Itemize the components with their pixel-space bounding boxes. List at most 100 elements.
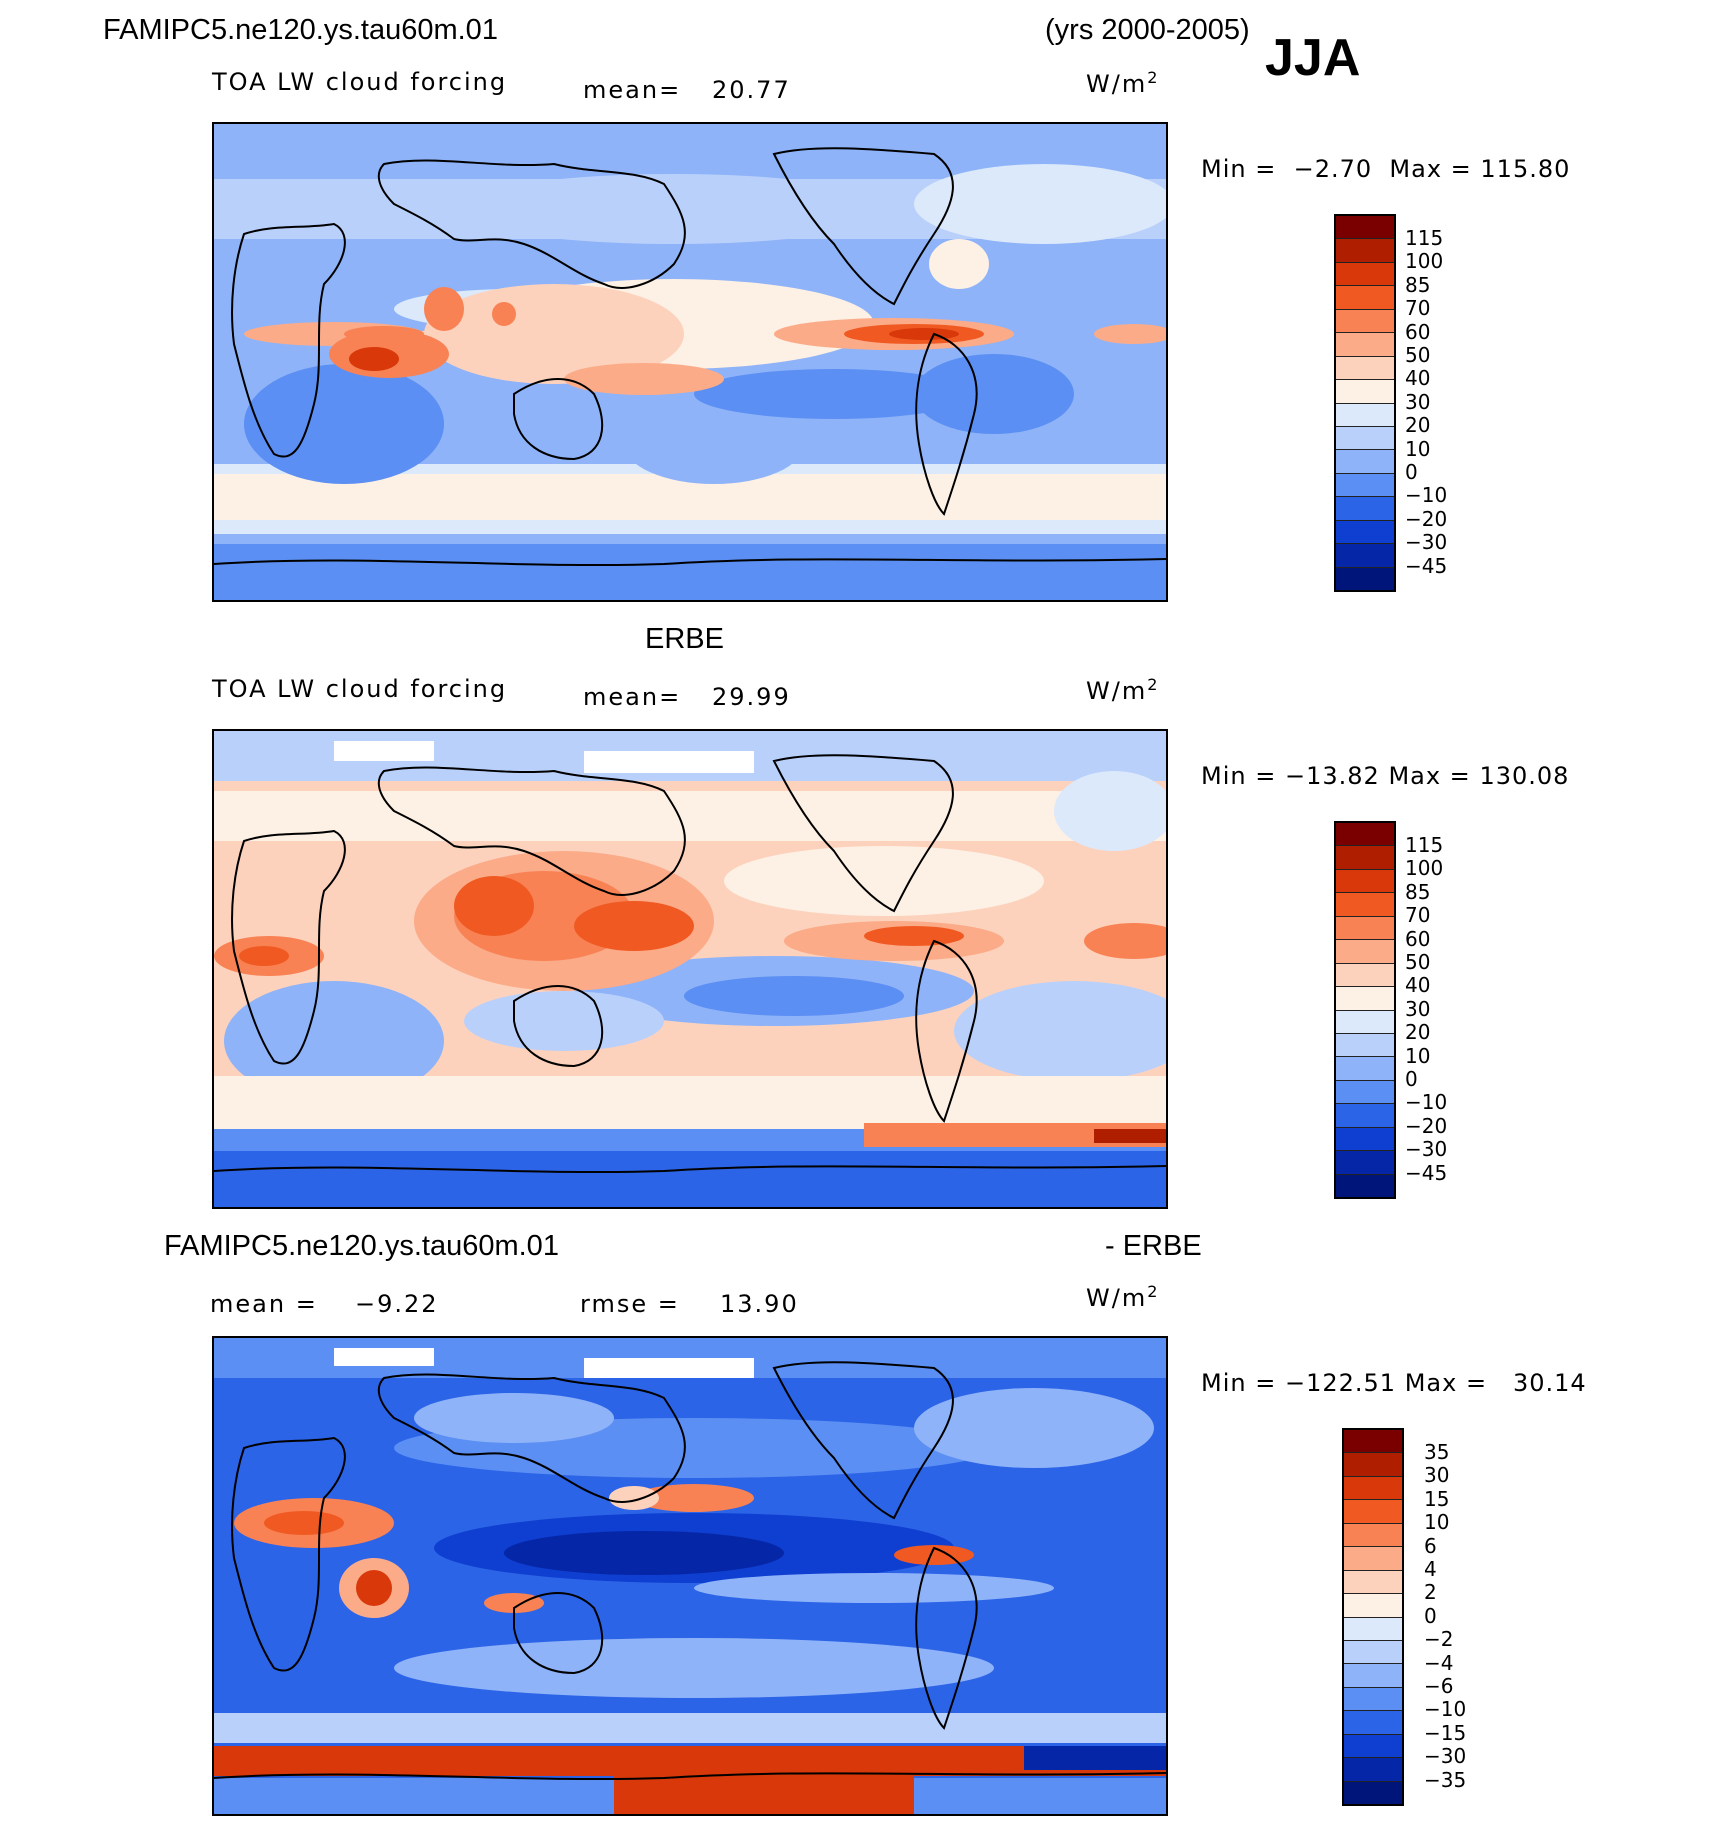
panel3-mean-value: −9.22 bbox=[355, 1290, 439, 1318]
colorbar-swatch bbox=[1336, 1033, 1394, 1058]
colorbar-swatch bbox=[1344, 1617, 1402, 1641]
colorbar-swatch bbox=[1336, 450, 1394, 474]
panel3-map bbox=[212, 1336, 1168, 1816]
colorbar-swatch bbox=[1344, 1523, 1402, 1548]
colorbar-tick-label: 2 bbox=[1424, 1580, 1437, 1605]
colorbar-tick-label: 4 bbox=[1424, 1557, 1437, 1581]
panel2-colorbar bbox=[1334, 821, 1396, 1199]
colorbar-tick-label: 50 bbox=[1405, 950, 1431, 974]
colorbar-swatch bbox=[1344, 1594, 1402, 1618]
panel1-variable: TOA LW cloud forcing bbox=[212, 68, 508, 96]
colorbar-swatch bbox=[1336, 239, 1394, 263]
colorbar-tick-label: −30 bbox=[1405, 530, 1448, 555]
colorbar-swatch bbox=[1336, 380, 1394, 404]
panel1-mean-value: 20.77 bbox=[712, 76, 791, 104]
colorbar-swatch bbox=[1336, 497, 1394, 521]
colorbar-tick-label: −10 bbox=[1424, 1697, 1467, 1722]
colorbar-tick-label: 20 bbox=[1405, 413, 1431, 438]
colorbar-swatch bbox=[1344, 1476, 1402, 1501]
case-name-title: FAMIPC5.ne120.ys.tau60m.01 bbox=[103, 14, 498, 46]
panel3-rmse-label: rmse = bbox=[580, 1290, 680, 1318]
panel1-min-max: Min = −2.70 Max = 115.80 bbox=[1201, 155, 1571, 183]
panel2-min-max: Min = −13.82 Max = 130.08 bbox=[1201, 762, 1570, 790]
panel2-title: ERBE bbox=[645, 623, 724, 655]
colorbar-tick-label: 85 bbox=[1405, 272, 1431, 297]
colorbar-swatch bbox=[1344, 1734, 1402, 1759]
colorbar-swatch bbox=[1336, 356, 1394, 381]
colorbar-swatch bbox=[1336, 286, 1394, 310]
colorbar-swatch bbox=[1344, 1640, 1402, 1665]
colorbar-tick-label: −10 bbox=[1405, 1090, 1448, 1115]
panel2-map-field bbox=[214, 731, 1166, 1207]
colorbar-swatch bbox=[1344, 1711, 1402, 1735]
colorbar-tick-label: 10 bbox=[1405, 1043, 1431, 1068]
colorbar-swatch bbox=[1336, 869, 1394, 894]
colorbar-tick-label: 0 bbox=[1405, 460, 1418, 484]
colorbar-tick-label: −30 bbox=[1424, 1744, 1467, 1769]
colorbar-tick-label: 70 bbox=[1405, 903, 1431, 928]
colorbar-swatch bbox=[1336, 846, 1394, 870]
panel3-mean-label: mean = bbox=[210, 1290, 318, 1318]
panel1-map-field bbox=[214, 124, 1166, 600]
colorbar-tick-label: −15 bbox=[1424, 1720, 1467, 1745]
colorbar-tick-label: 0 bbox=[1405, 1067, 1418, 1091]
colorbar-swatch bbox=[1336, 567, 1394, 590]
colorbar-tick-label: 10 bbox=[1405, 436, 1431, 461]
colorbar-tick-label: 40 bbox=[1405, 366, 1431, 391]
colorbar-swatch bbox=[1336, 1174, 1394, 1197]
colorbar-tick-label: −10 bbox=[1405, 483, 1448, 508]
colorbar-swatch bbox=[1336, 916, 1394, 941]
colorbar-tick-label: 70 bbox=[1405, 296, 1431, 321]
panel1-mean-label: mean= bbox=[583, 76, 682, 104]
colorbar-swatch bbox=[1344, 1430, 1402, 1454]
colorbar-tick-label: 115 bbox=[1405, 226, 1444, 250]
colorbar-tick-label: −45 bbox=[1405, 1160, 1448, 1185]
colorbar-swatch bbox=[1336, 1151, 1394, 1175]
colorbar-swatch bbox=[1336, 403, 1394, 427]
colorbar-swatch bbox=[1336, 216, 1394, 240]
colorbar-swatch bbox=[1344, 1500, 1402, 1524]
colorbar-tick-label: 6 bbox=[1424, 1533, 1437, 1558]
colorbar-tick-label: −35 bbox=[1424, 1767, 1467, 1792]
colorbar-swatch bbox=[1336, 262, 1394, 287]
colorbar-tick-label: 30 bbox=[1424, 1463, 1450, 1488]
colorbar-tick-label: 60 bbox=[1405, 319, 1431, 344]
colorbar-swatch bbox=[1336, 1080, 1394, 1105]
colorbar-swatch bbox=[1336, 1057, 1394, 1081]
colorbar-swatch bbox=[1336, 1010, 1394, 1034]
panel2-units: W/m2 bbox=[1086, 675, 1158, 705]
colorbar-swatch bbox=[1336, 473, 1394, 498]
colorbar-swatch bbox=[1336, 333, 1394, 357]
colorbar-swatch bbox=[1336, 309, 1394, 334]
colorbar-tick-label: −4 bbox=[1424, 1650, 1454, 1675]
colorbar-tick-label: 100 bbox=[1405, 856, 1444, 881]
panel3-colorbar bbox=[1342, 1428, 1404, 1806]
panel3-min-max: Min = −122.51 Max = 30.14 bbox=[1201, 1369, 1587, 1397]
panel3-rmse-value: 13.90 bbox=[720, 1290, 799, 1318]
panel3-map-field bbox=[214, 1338, 1166, 1814]
colorbar-tick-label: 30 bbox=[1405, 389, 1431, 414]
panel2-mean-value: 29.99 bbox=[712, 683, 791, 711]
colorbar-swatch bbox=[1336, 1104, 1394, 1128]
colorbar-tick-label: 10 bbox=[1424, 1510, 1450, 1535]
colorbar-tick-label: 35 bbox=[1424, 1440, 1450, 1464]
panel1-units: W/m2 bbox=[1086, 68, 1158, 98]
panel3-units: W/m2 bbox=[1086, 1282, 1158, 1312]
colorbar-swatch bbox=[1344, 1453, 1402, 1477]
colorbar-tick-label: 100 bbox=[1405, 249, 1444, 274]
colorbar-swatch bbox=[1336, 823, 1394, 847]
panel3-title-left: FAMIPC5.ne120.ys.tau60m.01 bbox=[164, 1230, 559, 1262]
colorbar-tick-label: 50 bbox=[1405, 343, 1431, 367]
years-label: (yrs 2000-2005) bbox=[1045, 14, 1250, 46]
colorbar-swatch bbox=[1344, 1758, 1402, 1782]
colorbar-tick-label: 40 bbox=[1405, 973, 1431, 998]
colorbar-tick-label: 85 bbox=[1405, 879, 1431, 904]
colorbar-swatch bbox=[1344, 1781, 1402, 1804]
colorbar-tick-label: −2 bbox=[1424, 1627, 1454, 1652]
colorbar-swatch bbox=[1336, 963, 1394, 988]
colorbar-swatch bbox=[1336, 544, 1394, 568]
colorbar-swatch bbox=[1336, 426, 1394, 451]
season-label: JJA bbox=[1265, 29, 1361, 87]
colorbar-tick-label: −6 bbox=[1424, 1674, 1454, 1698]
colorbar-swatch bbox=[1336, 987, 1394, 1011]
